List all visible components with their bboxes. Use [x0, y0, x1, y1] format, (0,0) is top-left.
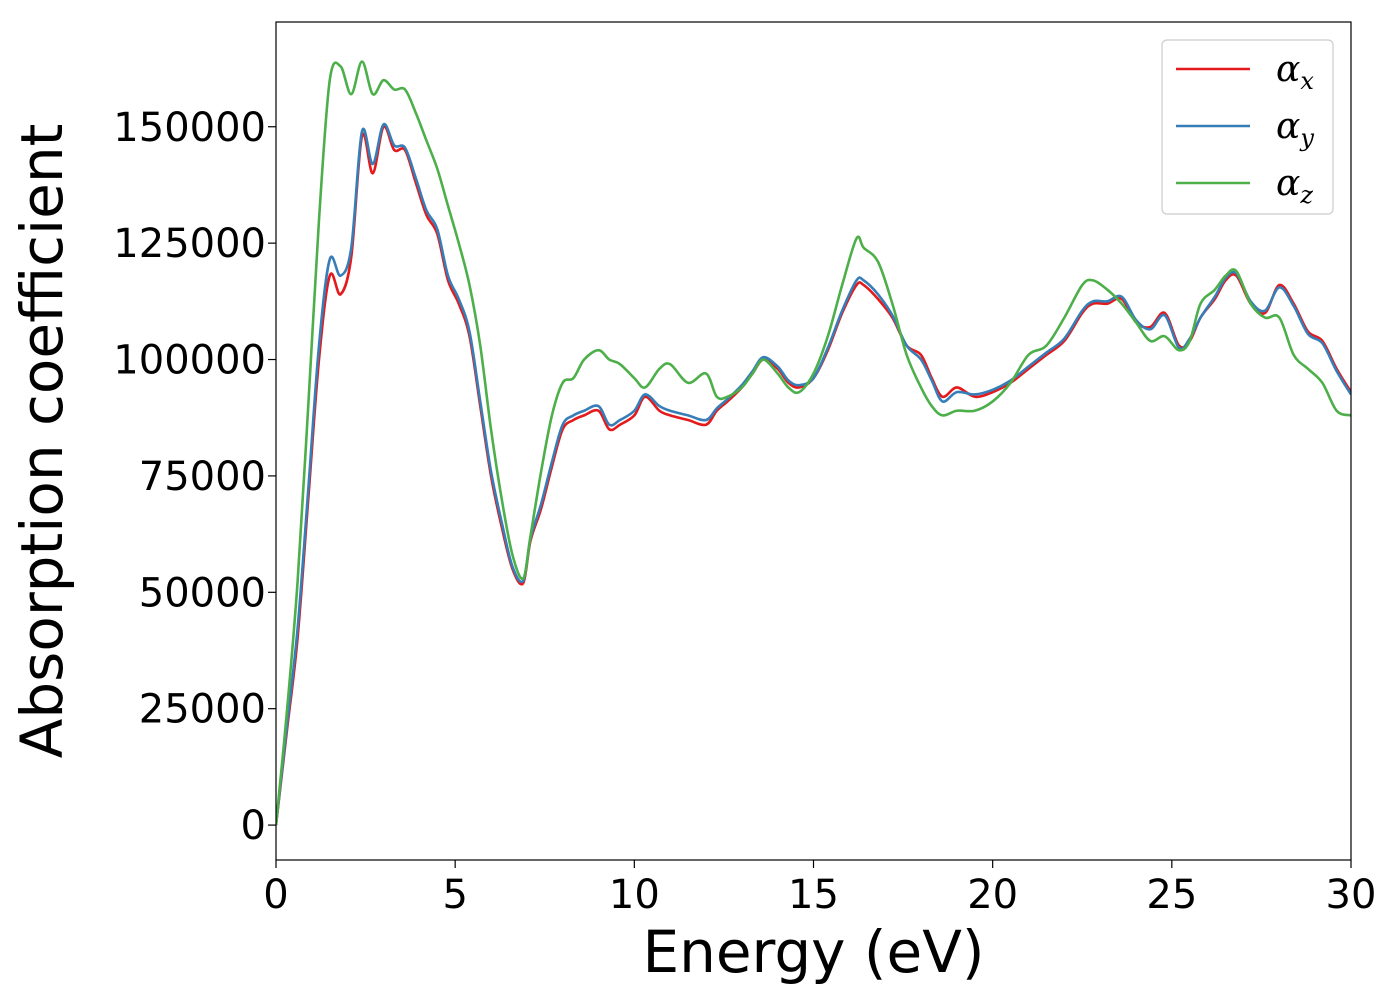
- plot-area: [276, 60, 1351, 826]
- legend-symbol: α: [1276, 106, 1300, 147]
- legend-subscript: y: [1299, 124, 1314, 152]
- x-tick-label: 0: [263, 872, 288, 918]
- y-tick-label: 125000: [113, 221, 266, 267]
- y-tick-label: 25000: [139, 687, 266, 733]
- y-axis-title: Absorption coefficient: [8, 124, 76, 759]
- x-tick-label: 20: [967, 872, 1018, 918]
- series-line-y: [276, 122, 1351, 826]
- legend-label-y: αy: [1276, 106, 1314, 152]
- axes: 0 5 10 15 20 25 30 0 25000 50000 75000 100000 125000…: [113, 21, 1377, 918]
- legend-symbol: α: [1276, 163, 1300, 204]
- y-tick-label: 150000: [113, 105, 266, 151]
- legend-subscript: x: [1300, 67, 1314, 95]
- legend-label-z: αz: [1276, 163, 1313, 209]
- series-line-z: [276, 60, 1351, 826]
- x-tick-label: 15: [788, 872, 839, 918]
- legend-label-x: αx: [1276, 49, 1314, 95]
- x-tick-label: 10: [609, 872, 660, 918]
- y-tick-label: 0: [241, 803, 266, 849]
- y-tick-label: 75000: [139, 454, 266, 500]
- legend-subscript: z: [1299, 181, 1313, 209]
- y-tick-label: 100000: [113, 338, 266, 384]
- x-tick-label: 25: [1146, 872, 1197, 918]
- x-tick-label: 30: [1326, 872, 1377, 918]
- x-tick-label: 5: [442, 872, 467, 918]
- y-tick-label: 50000: [139, 570, 266, 616]
- legend-symbol: α: [1276, 49, 1300, 90]
- x-axis-title: Energy (eV): [642, 918, 984, 986]
